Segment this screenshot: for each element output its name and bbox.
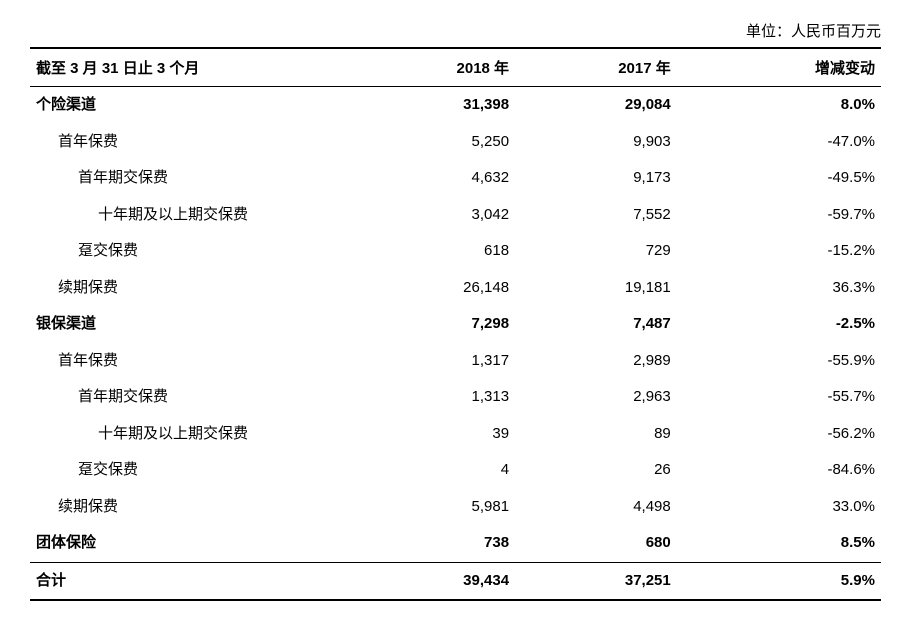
- row-2018: 31,398: [353, 87, 515, 124]
- table-row: 十年期及以上期交保费3989-56.2%: [30, 416, 881, 453]
- row-label: 首年期交保费: [30, 160, 353, 197]
- row-label: 续期保费: [30, 270, 353, 307]
- total-y2018: 39,434: [353, 562, 515, 600]
- row-change: -47.0%: [677, 124, 881, 161]
- table-row: 银保渠道7,2987,487-2.5%: [30, 306, 881, 343]
- row-change: 8.5%: [677, 525, 881, 562]
- row-2017: 19,181: [515, 270, 677, 307]
- table-row: 续期保费26,14819,18136.3%: [30, 270, 881, 307]
- row-change: 8.0%: [677, 87, 881, 124]
- table-row: 首年期交保费4,6329,173-49.5%: [30, 160, 881, 197]
- row-2017: 7,487: [515, 306, 677, 343]
- row-label: 首年期交保费: [30, 379, 353, 416]
- table-header-row: 截至 3 月 31 日止 3 个月 2018 年 2017 年 增减变动: [30, 48, 881, 87]
- row-2018: 1,317: [353, 343, 515, 380]
- row-label: 个险渠道: [30, 87, 353, 124]
- row-2018: 1,313: [353, 379, 515, 416]
- col-change: 增减变动: [677, 48, 881, 87]
- row-change: -2.5%: [677, 306, 881, 343]
- row-2018: 7,298: [353, 306, 515, 343]
- row-2018: 618: [353, 233, 515, 270]
- table-row: 趸交保费618729-15.2%: [30, 233, 881, 270]
- row-2017: 4,498: [515, 489, 677, 526]
- row-2017: 680: [515, 525, 677, 562]
- row-2018: 738: [353, 525, 515, 562]
- table-row: 趸交保费426-84.6%: [30, 452, 881, 489]
- table-row: 首年保费5,2509,903-47.0%: [30, 124, 881, 161]
- row-change: -55.9%: [677, 343, 881, 380]
- table-row: 团体保险7386808.5%: [30, 525, 881, 562]
- row-2017: 729: [515, 233, 677, 270]
- row-change: 36.3%: [677, 270, 881, 307]
- row-label: 团体保险: [30, 525, 353, 562]
- col-2018: 2018 年: [353, 48, 515, 87]
- row-2018: 4: [353, 452, 515, 489]
- row-change: -49.5%: [677, 160, 881, 197]
- row-label: 首年保费: [30, 124, 353, 161]
- col-2017: 2017 年: [515, 48, 677, 87]
- row-label: 趸交保费: [30, 452, 353, 489]
- row-label: 续期保费: [30, 489, 353, 526]
- row-change: -84.6%: [677, 452, 881, 489]
- row-label: 十年期及以上期交保费: [30, 416, 353, 453]
- unit-label: 单位：人民币百万元: [30, 20, 881, 41]
- row-change: -56.2%: [677, 416, 881, 453]
- row-2017: 9,173: [515, 160, 677, 197]
- row-2018: 5,250: [353, 124, 515, 161]
- row-2017: 26: [515, 452, 677, 489]
- row-2017: 89: [515, 416, 677, 453]
- row-2018: 5,981: [353, 489, 515, 526]
- row-2018: 26,148: [353, 270, 515, 307]
- row-2017: 29,084: [515, 87, 677, 124]
- col-period: 截至 3 月 31 日止 3 个月: [30, 48, 353, 87]
- table-row: 首年期交保费1,3132,963-55.7%: [30, 379, 881, 416]
- table-row: 续期保费5,9814,49833.0%: [30, 489, 881, 526]
- total-label: 合计: [30, 562, 353, 600]
- row-2018: 39: [353, 416, 515, 453]
- row-label: 趸交保费: [30, 233, 353, 270]
- premium-table: 截至 3 月 31 日止 3 个月 2018 年 2017 年 增减变动 个险渠…: [30, 47, 881, 601]
- table-row: 个险渠道31,39829,0848.0%: [30, 87, 881, 124]
- row-label: 银保渠道: [30, 306, 353, 343]
- row-change: -55.7%: [677, 379, 881, 416]
- row-2017: 2,963: [515, 379, 677, 416]
- row-change: -15.2%: [677, 233, 881, 270]
- row-change: -59.7%: [677, 197, 881, 234]
- total-y2017: 37,251: [515, 562, 677, 600]
- table-row: 十年期及以上期交保费3,0427,552-59.7%: [30, 197, 881, 234]
- row-2017: 2,989: [515, 343, 677, 380]
- row-label: 十年期及以上期交保费: [30, 197, 353, 234]
- row-change: 33.0%: [677, 489, 881, 526]
- row-label: 首年保费: [30, 343, 353, 380]
- row-2017: 9,903: [515, 124, 677, 161]
- total-row: 合计39,43437,2515.9%: [30, 562, 881, 600]
- row-2018: 4,632: [353, 160, 515, 197]
- table-row: 首年保费1,3172,989-55.9%: [30, 343, 881, 380]
- total-change: 5.9%: [677, 562, 881, 600]
- row-2018: 3,042: [353, 197, 515, 234]
- row-2017: 7,552: [515, 197, 677, 234]
